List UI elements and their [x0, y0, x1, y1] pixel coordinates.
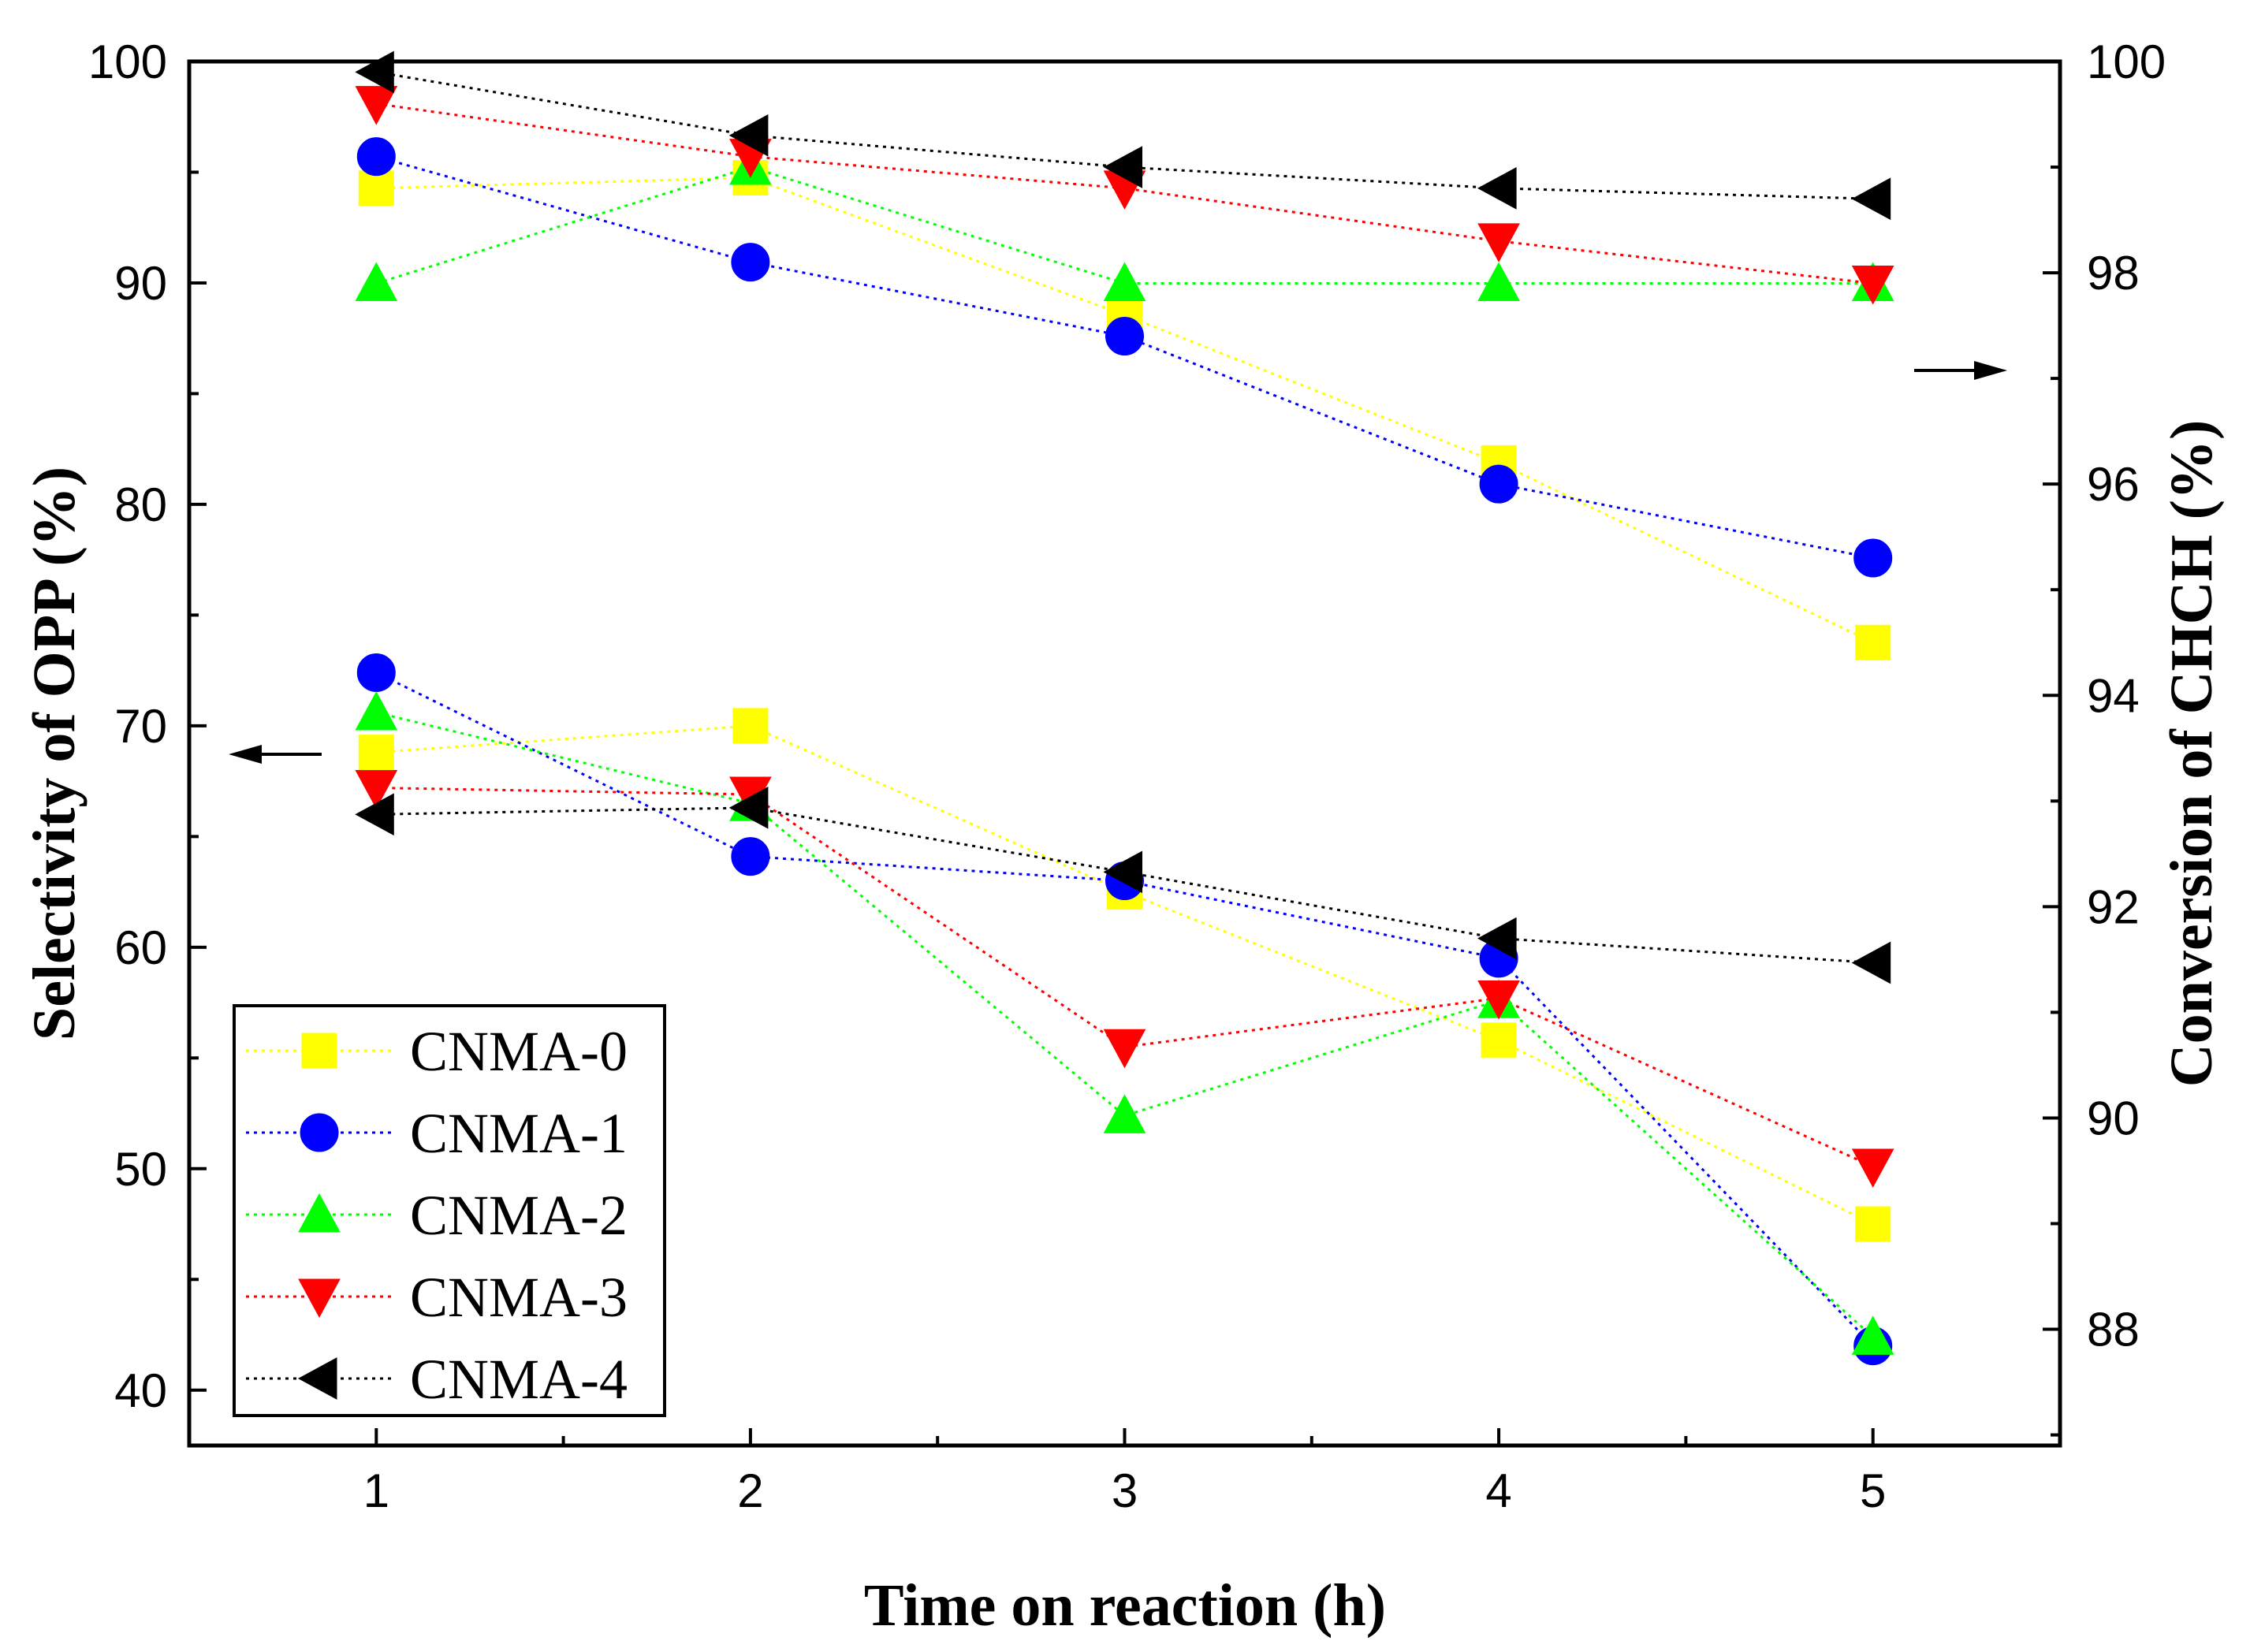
series-line-conversion-cnma-0 [376, 176, 1874, 644]
point-selectivity-cnma-2 [355, 690, 398, 731]
ticks-layer: 1 2 3 4 5 40 50 60 70 80 90 100 88 90 92 94 96 98 100 [88, 35, 2166, 1517]
x-tick-label: 2 [737, 1464, 763, 1517]
left-axis-arrow [229, 745, 322, 764]
y-axis-title-right: Conversion of CHCH (%) [2159, 420, 2225, 1088]
series-line-conversion-cnma-4 [376, 70, 1873, 200]
point-conversion-cnma-4 [1477, 167, 1517, 210]
legend-label-cnma-0: CNMA-0 [410, 1020, 628, 1083]
point-selectivity-cnma-4 [355, 793, 394, 836]
legend-marker-cnma-3 [298, 1278, 341, 1319]
point-conversion-cnma-2 [355, 262, 398, 301]
legend: CNMA-0 CNMA-1 CNMA-2 CNMA-3 CNMA-4 [233, 1004, 666, 1417]
y-left-tick-label: 70 [114, 700, 167, 753]
x-tick-label: 4 [1485, 1464, 1511, 1517]
y-right-tick-label: 98 [2087, 247, 2140, 300]
point-conversion-cnma-4 [1851, 177, 1891, 221]
point-selectivity-cnma-4 [1851, 941, 1891, 984]
y-left-tick-label: 80 [114, 478, 167, 531]
point-conversion-cnma-1 [356, 137, 396, 177]
y-right-tick-label: 94 [2087, 669, 2140, 722]
point-selectivity-cnma-2 [1103, 1094, 1146, 1133]
y-right-tick-label: 100 [2087, 35, 2166, 88]
x-tick-label: 5 [1860, 1464, 1886, 1517]
point-selectivity-cnma-1 [356, 653, 396, 692]
y-axis-title-left: Selectivity of OPP (%) [21, 467, 88, 1040]
legend-marker-cnma-0 [301, 1032, 337, 1069]
legend-label-cnma-1: CNMA-1 [410, 1102, 628, 1165]
point-conversion-cnma-2 [1477, 262, 1520, 301]
point-selectivity-cnma-3 [1103, 1029, 1146, 1069]
legend-box [233, 1004, 666, 1417]
y-right-tick-label: 88 [2087, 1304, 2140, 1356]
point-selectivity-cnma-3 [1477, 980, 1520, 1020]
point-selectivity-cnma-2 [1851, 1315, 1894, 1355]
legend-marker-cnma-4 [297, 1357, 337, 1400]
legend-marker-cnma-2 [298, 1192, 341, 1233]
legend-label-cnma-4: CNMA-4 [410, 1348, 628, 1411]
point-selectivity-cnma-0 [1855, 1206, 1891, 1242]
series-line-selectivity-cnma-0 [376, 724, 1874, 1226]
y-right-tick-label: 90 [2087, 1092, 2140, 1144]
point-conversion-cnma-3 [355, 86, 398, 125]
point-conversion-cnma-3 [1477, 223, 1520, 262]
point-conversion-cnma-2 [1103, 262, 1146, 301]
y-right-tick-label: 92 [2087, 880, 2140, 933]
x-tick-label: 1 [363, 1464, 389, 1517]
markers-layer [355, 50, 1894, 1366]
point-conversion-cnma-1 [1853, 538, 1893, 578]
point-selectivity-cnma-1 [731, 837, 770, 876]
series-line-conversion-cnma-1 [375, 155, 1873, 560]
point-selectivity-cnma-3 [355, 770, 398, 809]
x-tick-label: 3 [1112, 1464, 1138, 1517]
point-conversion-cnma-4 [728, 113, 769, 157]
series-line-selectivity-cnma-1 [375, 672, 1874, 1347]
y-left-tick-label: 100 [88, 35, 167, 88]
y-left-tick-label: 50 [114, 1143, 167, 1196]
point-conversion-cnma-4 [1103, 146, 1142, 188]
y-left-tick-label: 40 [114, 1364, 167, 1417]
legend-marker-cnma-1 [300, 1113, 339, 1152]
legend-label-cnma-3: CNMA-3 [410, 1266, 628, 1329]
point-conversion-cnma-1 [1105, 317, 1144, 356]
legend-items: CNMA-0 CNMA-1 CNMA-2 CNMA-3 CNMA-4 [246, 1020, 628, 1411]
right-axis-arrow [1914, 361, 2007, 380]
point-conversion-cnma-1 [1479, 464, 1518, 504]
point-conversion-cnma-3 [1851, 265, 1894, 305]
point-selectivity-cnma-0 [358, 735, 394, 771]
point-conversion-cnma-4 [355, 50, 394, 94]
point-conversion-cnma-1 [731, 243, 770, 282]
point-selectivity-cnma-4 [728, 786, 769, 829]
y-left-tick-label: 60 [114, 921, 167, 974]
point-selectivity-cnma-4 [1477, 917, 1517, 960]
point-selectivity-cnma-0 [1481, 1022, 1517, 1059]
point-conversion-cnma-0 [1855, 624, 1891, 660]
y-left-tick-label: 90 [114, 257, 167, 310]
point-selectivity-cnma-3 [1851, 1148, 1894, 1189]
legend-label-cnma-2: CNMA-2 [410, 1184, 628, 1247]
x-axis-title: Time on reaction (h) [864, 1572, 1386, 1639]
y-right-tick-label: 96 [2087, 458, 2140, 511]
point-conversion-cnma-0 [358, 170, 394, 206]
point-selectivity-cnma-0 [732, 708, 769, 744]
point-selectivity-cnma-4 [1103, 850, 1142, 894]
